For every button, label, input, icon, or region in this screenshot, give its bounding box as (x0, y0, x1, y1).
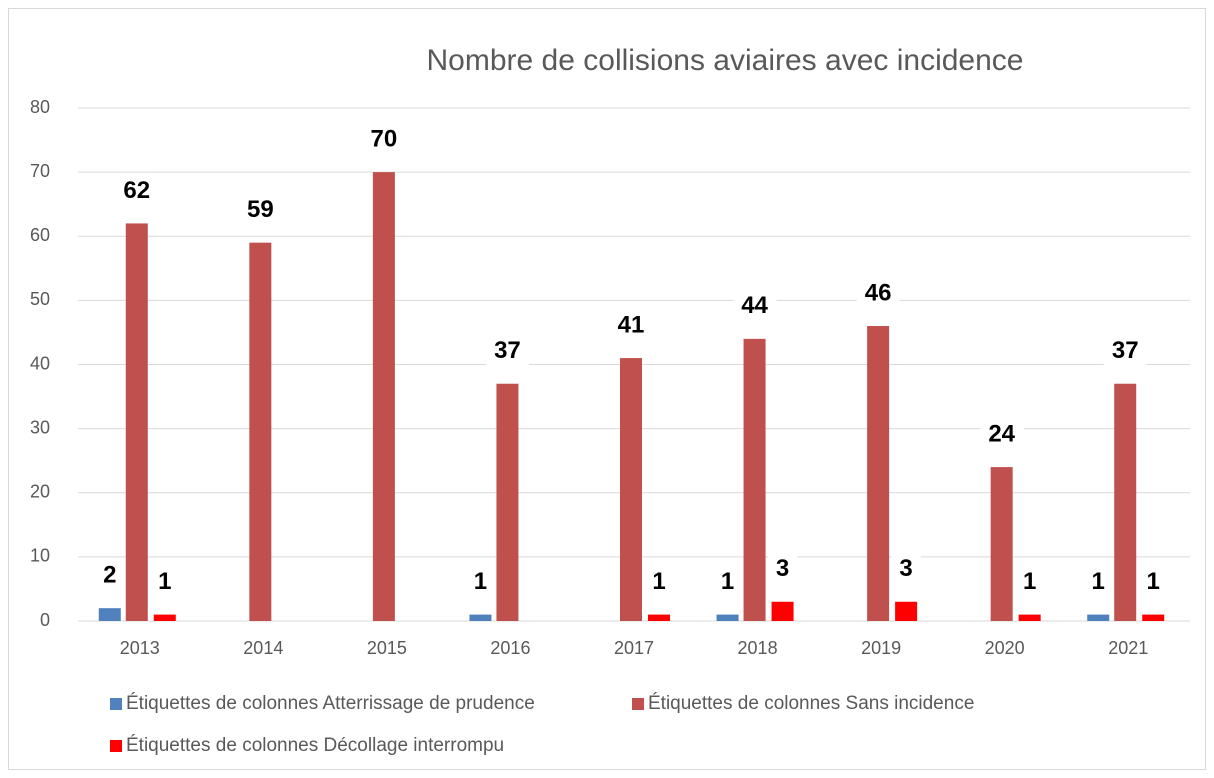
value-label-bg (150, 563, 180, 599)
value-label: 37 (494, 337, 521, 364)
value-label-bg (486, 333, 529, 369)
x-tick-label: 2015 (367, 638, 407, 658)
value-label: 1 (652, 568, 665, 595)
y-tick-label: 0 (40, 610, 50, 630)
bar (469, 614, 492, 621)
y-tick-label: 70 (30, 161, 50, 181)
value-label-bg (238, 192, 282, 228)
legend-swatch (632, 698, 644, 710)
bar (895, 601, 918, 621)
y-tick-label: 80 (30, 97, 50, 117)
value-label: 24 (988, 420, 1015, 447)
x-tick-label: 2013 (120, 638, 160, 658)
value-label-bg (891, 551, 921, 587)
bar (771, 601, 794, 621)
value-label: 1 (474, 568, 487, 595)
x-tick-label: 2020 (985, 638, 1025, 658)
value-label: 1 (1147, 568, 1160, 595)
bar (249, 242, 272, 621)
legend-swatch (110, 740, 122, 752)
value-label: 3 (899, 555, 912, 582)
legend-label: Étiquettes de colonnes Atterrissage de p… (126, 693, 535, 714)
bar (1142, 614, 1165, 621)
value-label: 1 (1092, 568, 1105, 595)
x-tick-label: 2018 (738, 638, 778, 658)
value-label-bg (1014, 563, 1045, 599)
x-tick-label: 2017 (614, 638, 654, 658)
value-label-bg (644, 563, 674, 599)
x-tick-label: 2016 (490, 638, 530, 658)
value-label-bg (95, 557, 125, 593)
value-label-bg (465, 563, 496, 599)
bar (867, 326, 890, 621)
bar (620, 358, 642, 621)
x-tick-label: 2019 (861, 638, 901, 658)
value-label: 37 (1112, 337, 1139, 364)
x-tick-label: 2014 (243, 638, 283, 658)
value-label: 1 (1023, 568, 1036, 595)
legend-swatch (110, 698, 122, 710)
bar (1114, 383, 1137, 621)
value-label: 44 (741, 292, 768, 319)
y-tick-label: 20 (30, 482, 50, 502)
value-label: 62 (123, 177, 150, 204)
value-label-bg (362, 121, 406, 157)
bar (153, 614, 176, 621)
value-label-bg (767, 551, 798, 587)
value-label: 46 (865, 279, 892, 306)
value-label-bg (609, 307, 653, 343)
bar (372, 172, 395, 621)
bar (743, 338, 766, 621)
value-label-bg (980, 416, 1024, 452)
value-label: 1 (721, 568, 734, 595)
value-label: 2 (103, 562, 116, 589)
y-tick-label: 30 (30, 417, 50, 437)
value-label-bg (856, 275, 900, 311)
y-tick-label: 50 (30, 289, 50, 309)
value-label-bg (712, 563, 743, 599)
legend-label: Étiquettes de colonnes Sans incidence (648, 693, 974, 714)
value-label-bg (115, 172, 159, 208)
value-label-bg (1138, 563, 1168, 599)
bar (496, 383, 519, 621)
bar (98, 608, 121, 621)
bar (1087, 614, 1110, 621)
value-label: 70 (371, 125, 398, 152)
value-label: 1 (158, 568, 171, 595)
value-label: 3 (776, 555, 789, 582)
bar (1018, 614, 1041, 621)
x-tick-label: 2021 (1108, 638, 1148, 658)
y-tick-label: 40 (30, 353, 50, 373)
bar (716, 614, 739, 621)
y-tick-label: 10 (30, 546, 50, 566)
value-label: 41 (618, 311, 645, 338)
chart-border (8, 8, 1206, 770)
bar (990, 467, 1013, 621)
bar (648, 614, 670, 621)
legend-label: Étiquettes de colonnes Décollage interro… (126, 735, 504, 756)
y-tick-label: 60 (30, 225, 50, 245)
chart-title: Nombre de collisions aviaires avec incid… (427, 44, 1024, 77)
value-label-bg (1083, 563, 1113, 599)
value-label-bg (733, 288, 777, 324)
value-label-bg (1103, 333, 1147, 369)
bar (125, 223, 148, 622)
value-label: 59 (247, 196, 274, 223)
